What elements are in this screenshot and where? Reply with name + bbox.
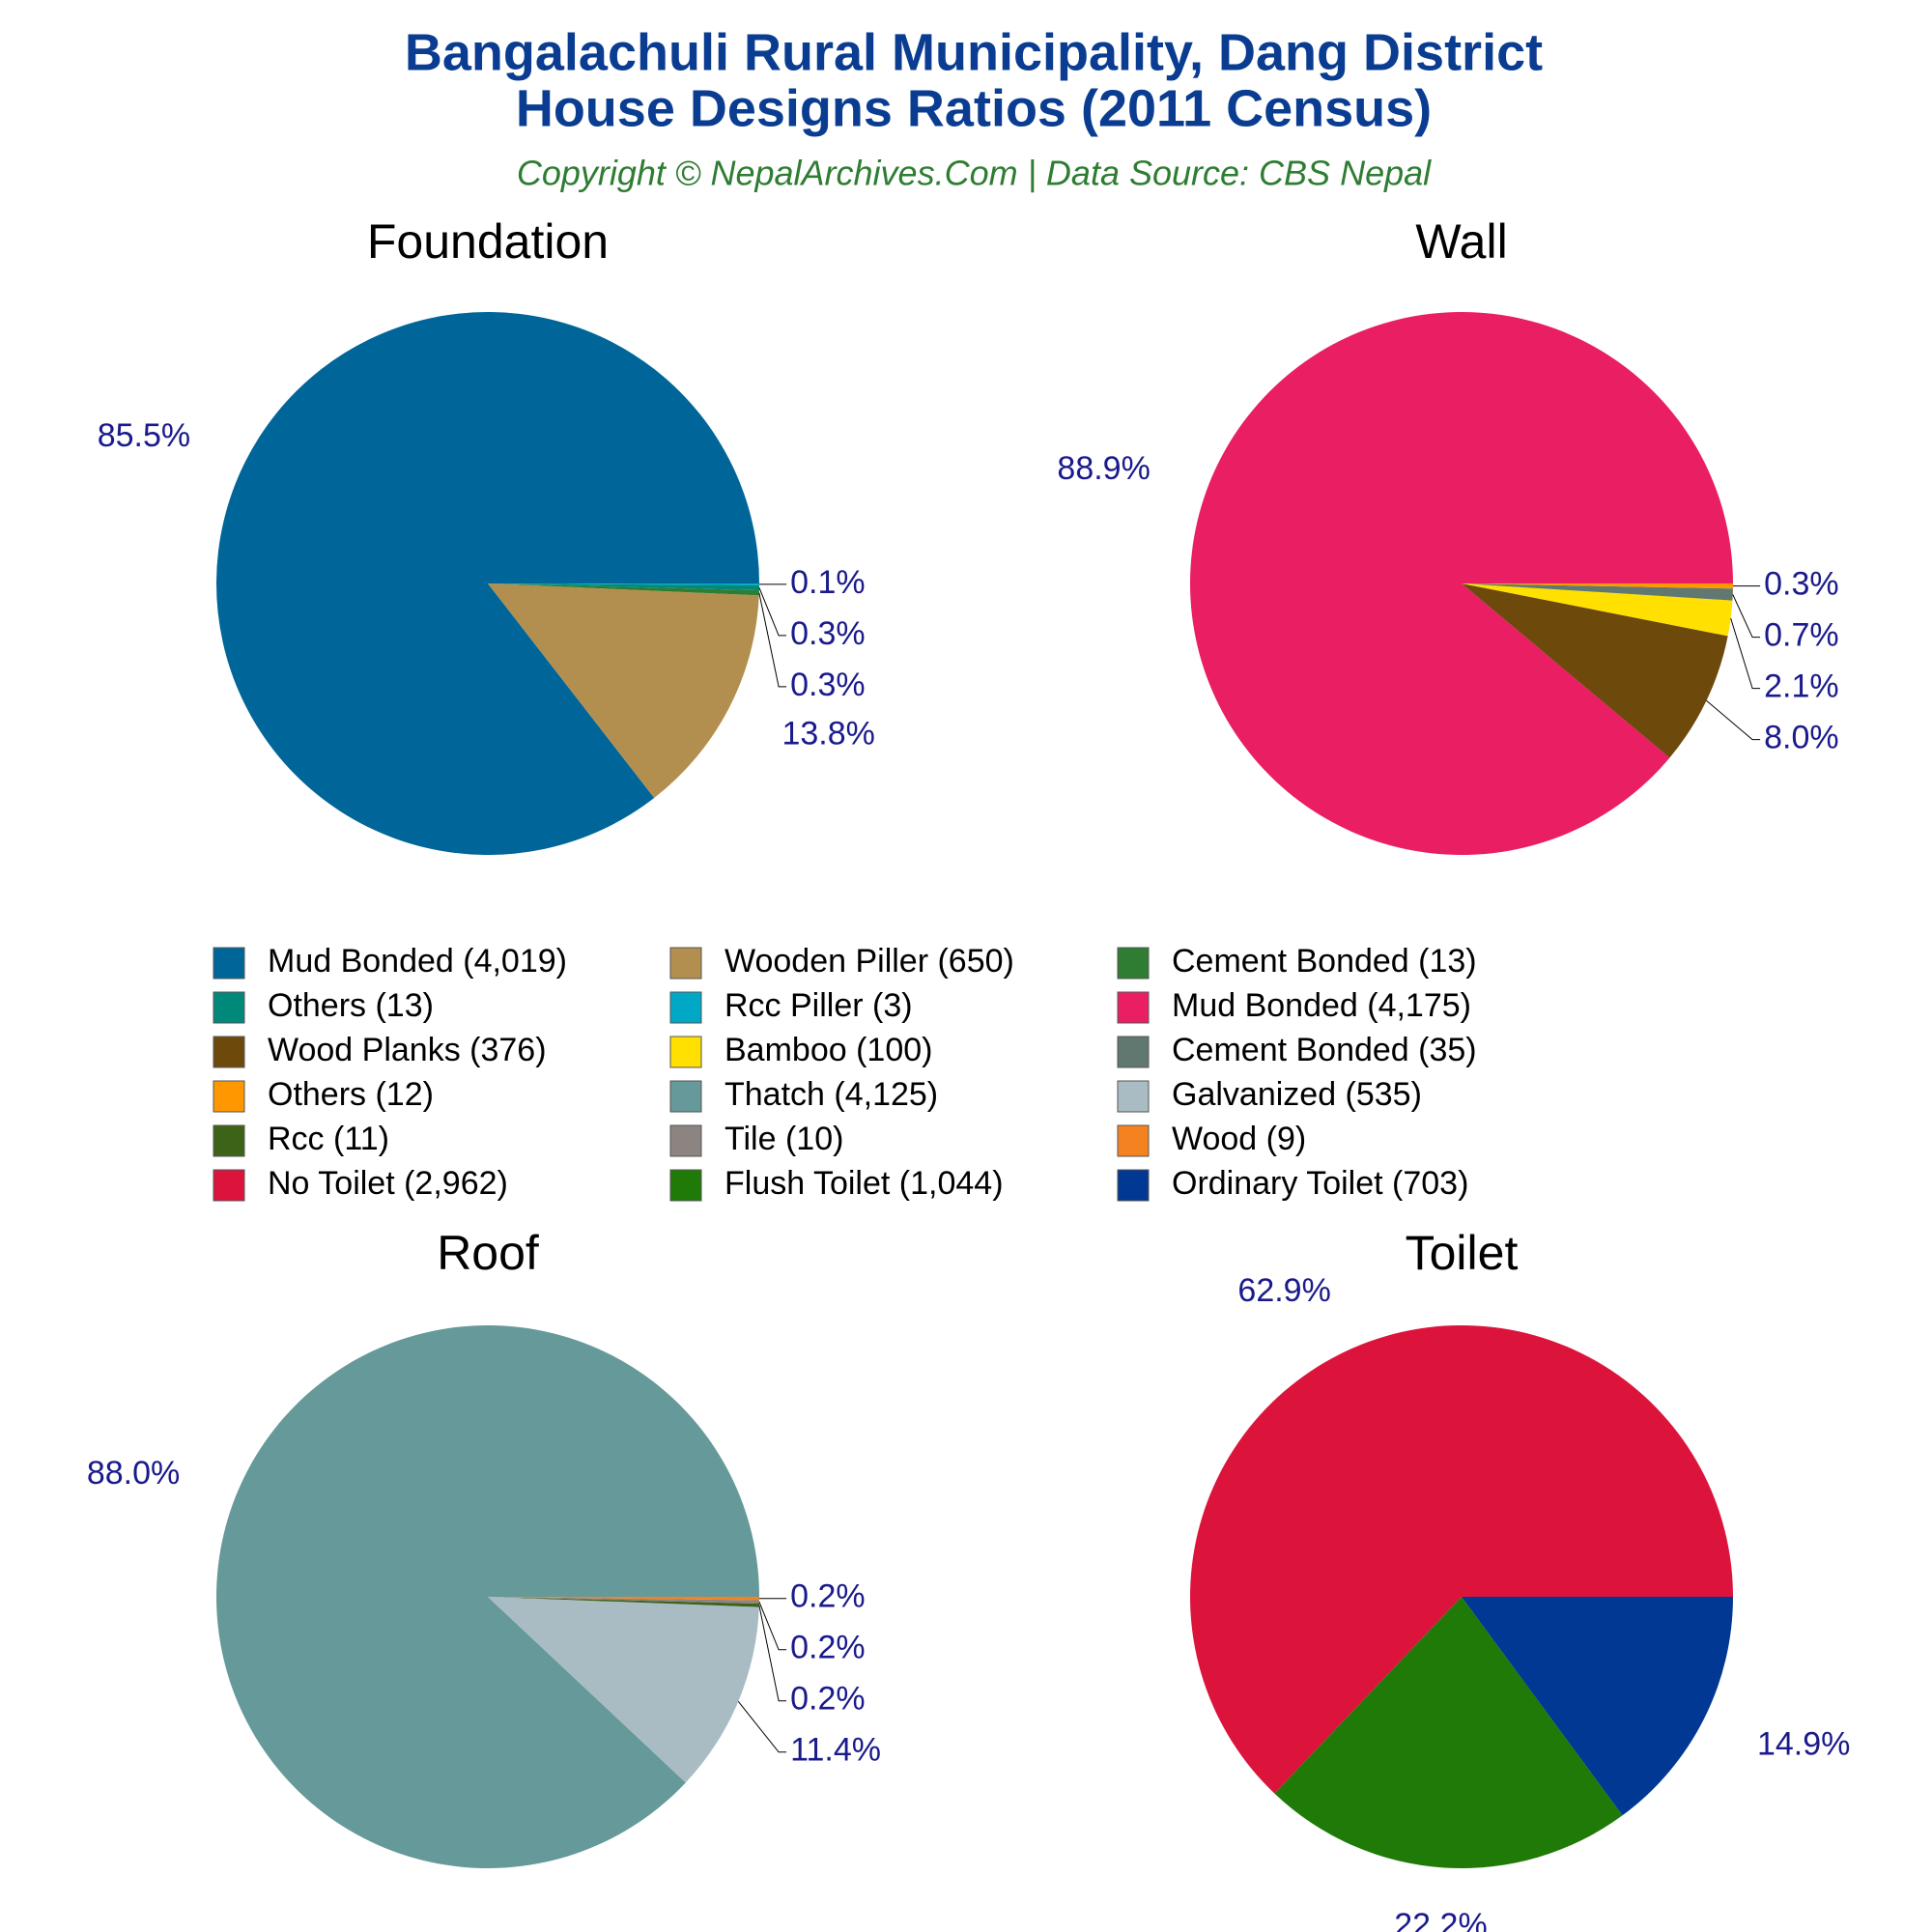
legend-swatch xyxy=(1117,1080,1150,1113)
value-label: 85.5% xyxy=(98,417,190,454)
title-line: Bangalachuli Rural Municipality, Dang Di… xyxy=(405,23,1543,81)
legend-label: Wood Planks (376) xyxy=(268,1032,547,1068)
value-label: 22.2% xyxy=(1394,1907,1487,1932)
value-label: 0.3% xyxy=(790,615,866,652)
pie-slice xyxy=(1462,1597,1733,1816)
leader-line xyxy=(1730,617,1761,690)
pie-slice xyxy=(488,1597,759,1605)
legend-swatch xyxy=(1117,1036,1150,1068)
pie-slice xyxy=(488,1597,759,1607)
value-label: 88.0% xyxy=(87,1455,180,1492)
legend-label: Ordinary Toilet (703) xyxy=(1172,1165,1468,1202)
leader-line xyxy=(737,1701,787,1753)
pie-slice xyxy=(1462,583,1728,758)
legend-label: Tile (10) xyxy=(724,1121,843,1157)
pie-slice xyxy=(1190,1325,1733,1794)
pie-title: Toilet xyxy=(1406,1226,1519,1280)
pie-title: Roof xyxy=(437,1226,539,1280)
legend-label: Mud Bonded (4,019) xyxy=(268,943,567,980)
pie-slice xyxy=(488,583,759,799)
legend-swatch xyxy=(1117,1169,1150,1202)
value-label: 0.2% xyxy=(790,1630,866,1666)
pie-slice xyxy=(215,1325,759,1869)
legend-swatch xyxy=(213,991,245,1024)
value-label: 13.8% xyxy=(781,716,874,753)
title-line: House Designs Ratios (2011 Census) xyxy=(516,79,1432,137)
legend-label: Mud Bonded (4,175) xyxy=(1172,987,1471,1024)
legend-label: Flush Toilet (1,044) xyxy=(724,1165,1004,1202)
pie-slice xyxy=(488,1597,759,1783)
value-label: 14.9% xyxy=(1757,1726,1850,1763)
legend-swatch xyxy=(669,1036,702,1068)
legend-swatch xyxy=(669,1080,702,1113)
legend-swatch xyxy=(213,1080,245,1113)
pie-title: Wall xyxy=(1415,214,1507,269)
pie-slice xyxy=(1462,583,1733,601)
legend-swatch xyxy=(669,991,702,1024)
legend-label: Galvanized (535) xyxy=(1172,1076,1422,1113)
leader-line xyxy=(1732,594,1761,639)
legend-swatch xyxy=(213,1036,245,1068)
value-label: 11.4% xyxy=(790,1732,881,1769)
legend-swatch xyxy=(669,1124,702,1157)
pie-title: Foundation xyxy=(367,214,609,269)
leader-line xyxy=(1706,699,1761,741)
value-label: 0.2% xyxy=(790,1681,866,1718)
pie-slice xyxy=(488,1597,759,1601)
legend-swatch xyxy=(1117,947,1150,980)
pie-slice xyxy=(488,583,759,596)
legend-swatch xyxy=(669,947,702,980)
legend-swatch xyxy=(1117,991,1150,1024)
value-label: 0.7% xyxy=(1764,617,1839,654)
legend-label: No Toilet (2,962) xyxy=(268,1165,508,1202)
value-label: 0.1% xyxy=(790,564,866,601)
legend-label: Bamboo (100) xyxy=(724,1032,932,1068)
pie-slice xyxy=(1274,1597,1623,1868)
legend-label: Cement Bonded (35) xyxy=(1172,1032,1477,1068)
pie-slice xyxy=(488,583,759,591)
value-label: 0.3% xyxy=(790,667,866,703)
pie-slice xyxy=(488,583,759,585)
value-label: 0.3% xyxy=(1764,566,1839,603)
leader-line xyxy=(758,1605,787,1702)
legend-label: Wood (9) xyxy=(1172,1121,1306,1157)
value-label: 8.0% xyxy=(1764,720,1839,756)
legend-label: Rcc Piller (3) xyxy=(724,987,913,1024)
legend-label: Rcc (11) xyxy=(268,1121,389,1157)
leader-line xyxy=(758,587,787,637)
leader-line xyxy=(758,1602,787,1651)
value-label: 0.2% xyxy=(790,1578,866,1615)
legend-swatch xyxy=(213,947,245,980)
pie-slice xyxy=(1462,583,1733,637)
legend-label: Others (12) xyxy=(268,1076,434,1113)
value-label: 2.1% xyxy=(1764,668,1839,705)
legend-swatch xyxy=(213,1169,245,1202)
legend-label: Cement Bonded (13) xyxy=(1172,943,1477,980)
legend-swatch xyxy=(669,1169,702,1202)
legend-label: Thatch (4,125) xyxy=(724,1076,938,1113)
legend-swatch xyxy=(213,1124,245,1157)
legend-label: Wooden Piller (650) xyxy=(724,943,1014,980)
leader-line xyxy=(758,592,787,688)
value-label: 62.9% xyxy=(1237,1272,1330,1309)
value-label: 88.9% xyxy=(1057,450,1150,487)
subtitle: Copyright © NepalArchives.Com | Data Sou… xyxy=(517,154,1432,193)
legend-label: Others (13) xyxy=(268,987,434,1024)
legend-swatch xyxy=(1117,1124,1150,1157)
pie-slice xyxy=(1462,583,1733,589)
